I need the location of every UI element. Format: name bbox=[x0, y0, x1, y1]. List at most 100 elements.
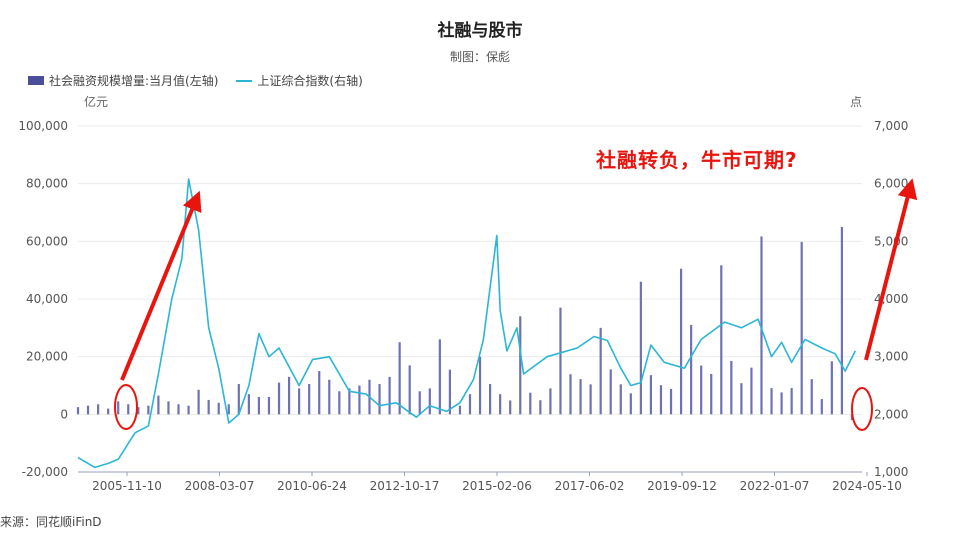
bar bbox=[639, 281, 642, 415]
legend-bar-label: 社会融资规模增量:当月值(左轴) bbox=[49, 74, 219, 88]
bar bbox=[388, 376, 391, 415]
bar bbox=[348, 388, 351, 415]
y-left-tick-label: -20,000 bbox=[22, 465, 68, 479]
bar bbox=[86, 405, 90, 415]
x-tick-label: 2010-06-24 bbox=[277, 479, 347, 493]
bar bbox=[207, 399, 210, 415]
bar bbox=[147, 405, 150, 415]
bar bbox=[298, 388, 301, 415]
annotation-circle-right bbox=[851, 387, 873, 431]
bar bbox=[318, 371, 321, 415]
bar bbox=[478, 356, 482, 415]
bar bbox=[750, 367, 753, 415]
bar bbox=[690, 324, 693, 415]
y-right-tick-label: 2,000 bbox=[874, 407, 908, 421]
bar bbox=[710, 373, 713, 415]
bar bbox=[830, 361, 833, 415]
y-right-tick-label: 3,000 bbox=[874, 350, 908, 364]
bar bbox=[589, 384, 592, 415]
bar bbox=[529, 392, 532, 415]
bar bbox=[619, 384, 622, 415]
bar bbox=[509, 400, 512, 415]
bar bbox=[247, 394, 250, 415]
bar bbox=[187, 405, 190, 415]
bar bbox=[408, 365, 411, 415]
bar bbox=[257, 397, 261, 415]
y-right-tick-label: 7,000 bbox=[874, 119, 908, 133]
bar bbox=[539, 400, 542, 415]
chart-legend: 社会融资规模增量:当月值(左轴) 上证综合指数(右轴) bbox=[28, 72, 363, 89]
y-left-tick-label: 40,000 bbox=[26, 292, 68, 306]
bar bbox=[800, 241, 803, 415]
annotation-arrow-right bbox=[864, 178, 918, 361]
y-right-tick-label: 5,000 bbox=[874, 234, 908, 248]
bar bbox=[820, 399, 823, 415]
bar bbox=[720, 265, 723, 415]
bar bbox=[438, 339, 441, 415]
x-tick-label: 2024-05-10 bbox=[832, 479, 902, 493]
bar bbox=[378, 384, 381, 415]
bar bbox=[760, 236, 763, 415]
bar bbox=[328, 379, 331, 415]
x-tick-label: 2019-09-12 bbox=[647, 479, 717, 493]
bar bbox=[167, 401, 170, 415]
bar bbox=[97, 404, 100, 415]
bar bbox=[740, 383, 743, 415]
bar bbox=[428, 388, 431, 415]
bar bbox=[730, 360, 733, 415]
x-tick-label: 2012-10-17 bbox=[370, 479, 440, 493]
bar bbox=[579, 379, 582, 415]
bar bbox=[810, 379, 813, 415]
bar bbox=[117, 401, 120, 415]
y-left-tick-label: 0 bbox=[60, 407, 68, 421]
x-tick-label: 2017-06-02 bbox=[555, 479, 625, 493]
bar bbox=[559, 307, 562, 415]
bar bbox=[679, 268, 683, 415]
annotation-text: 社融转负，牛市可期? bbox=[596, 148, 798, 172]
bar bbox=[519, 316, 522, 415]
bar bbox=[76, 407, 80, 415]
legend-bar-swatch bbox=[28, 76, 44, 85]
bar bbox=[217, 402, 220, 415]
bar bbox=[358, 385, 361, 415]
annotation-circle-left bbox=[114, 384, 138, 430]
x-tick-label: 2015-02-06 bbox=[462, 479, 532, 493]
bar bbox=[770, 388, 773, 415]
y-right-tick-label: 1,000 bbox=[874, 465, 908, 479]
bar bbox=[227, 404, 230, 415]
bar bbox=[649, 375, 653, 415]
legend-item-line[interactable]: 上证综合指数(右轴) bbox=[236, 72, 363, 89]
bar bbox=[458, 405, 462, 415]
bar bbox=[398, 342, 401, 415]
bar bbox=[468, 394, 472, 415]
legend-item-bars[interactable]: 社会融资规模增量:当月值(左轴) bbox=[28, 72, 218, 89]
annotation-arrow-left bbox=[120, 190, 202, 381]
bar bbox=[157, 395, 160, 415]
y-right-tick-label: 6,000 bbox=[874, 177, 908, 191]
bar bbox=[669, 388, 673, 415]
y-left-tick-label: 20,000 bbox=[26, 350, 68, 364]
bar bbox=[700, 365, 703, 415]
bar bbox=[418, 391, 421, 415]
bar bbox=[237, 384, 240, 415]
y-left-tick-label: 60,000 bbox=[26, 234, 68, 248]
legend-line-label: 上证综合指数(右轴) bbox=[257, 74, 363, 88]
bar bbox=[790, 388, 793, 415]
bar bbox=[840, 226, 843, 415]
bar bbox=[780, 392, 783, 415]
x-tick-label: 2008-03-07 bbox=[185, 479, 255, 493]
chart-subtitle: 制图：保彪 bbox=[449, 50, 510, 64]
left-axis-unit: 亿元 bbox=[84, 95, 109, 109]
bar bbox=[177, 404, 180, 415]
bar bbox=[107, 408, 110, 415]
y-left-tick-label: 100,000 bbox=[18, 119, 68, 133]
legend-line-swatch bbox=[236, 79, 253, 82]
bar bbox=[127, 404, 130, 415]
bar bbox=[659, 385, 663, 415]
bar bbox=[308, 384, 311, 415]
bar bbox=[489, 384, 492, 415]
x-tick-label: 2022-01-07 bbox=[740, 479, 810, 493]
bar bbox=[569, 374, 572, 415]
bar bbox=[287, 376, 291, 415]
